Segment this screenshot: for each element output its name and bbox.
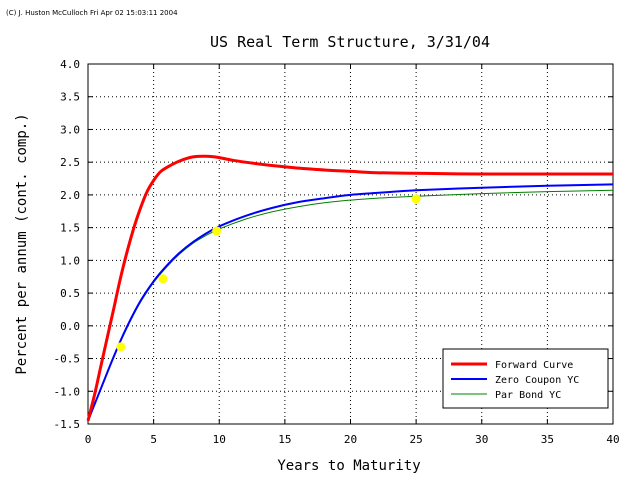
x-tick-label: 35 (541, 433, 554, 446)
y-tick-label: -0.5 (54, 353, 81, 366)
x-tick-label: 5 (150, 433, 157, 446)
x-tick-label: 30 (475, 433, 488, 446)
x-tick-label: 0 (85, 433, 92, 446)
y-tick-label: 3.0 (60, 123, 80, 136)
x-axis-label: Years to Maturity (277, 458, 420, 474)
legend-entry-label: Forward Curve (495, 360, 573, 371)
y-axis-label: Percent per annum (cont. comp.) (14, 113, 30, 374)
y-tick-label: -1.0 (54, 385, 81, 398)
bond-yield-point (212, 226, 222, 236)
y-tick-label: 2.5 (60, 156, 80, 169)
legend-entry-label: Par Bond YC (495, 390, 561, 401)
x-tick-label: 20 (344, 433, 357, 446)
chart-title: US Real Term Structure, 3/31/04 (210, 33, 490, 51)
x-tick-label: 10 (213, 433, 226, 446)
y-tick-label: 1.5 (60, 222, 80, 235)
y-tick-label: 0.5 (60, 287, 80, 300)
y-tick-label: -1.5 (54, 418, 81, 431)
bond-yield-point (411, 194, 421, 204)
y-tick-label: 0.0 (60, 320, 80, 333)
legend-entry-label: Zero Coupon YC (495, 375, 579, 386)
data-markers (116, 194, 421, 352)
copyright-notice: (C) J. Huston McCulloch Fri Apr 02 15:03… (6, 9, 178, 17)
axis-ticks: 0 5 10 15 20 25 30 35 40 -1.5 -1.0 -0.5 0.0 0.5 1.0 1.5… (54, 58, 620, 446)
bond-yield-point (116, 342, 126, 352)
y-tick-label: 2.0 (60, 189, 80, 202)
x-tick-label: 40 (606, 433, 619, 446)
series-line-zero-coupon-yc (87, 183, 614, 422)
series-line-forward-curve (86, 154, 613, 422)
y-tick-label: 3.5 (60, 91, 80, 104)
x-tick-label: 25 (410, 433, 423, 446)
x-tick-label: 15 (278, 433, 291, 446)
y-tick-label: 1.0 (60, 254, 80, 267)
legend: Forward Curve Zero Coupon YC Par Bond YC (442, 348, 609, 409)
bond-yield-point (158, 274, 168, 284)
y-tick-label: 4.0 (60, 58, 80, 71)
